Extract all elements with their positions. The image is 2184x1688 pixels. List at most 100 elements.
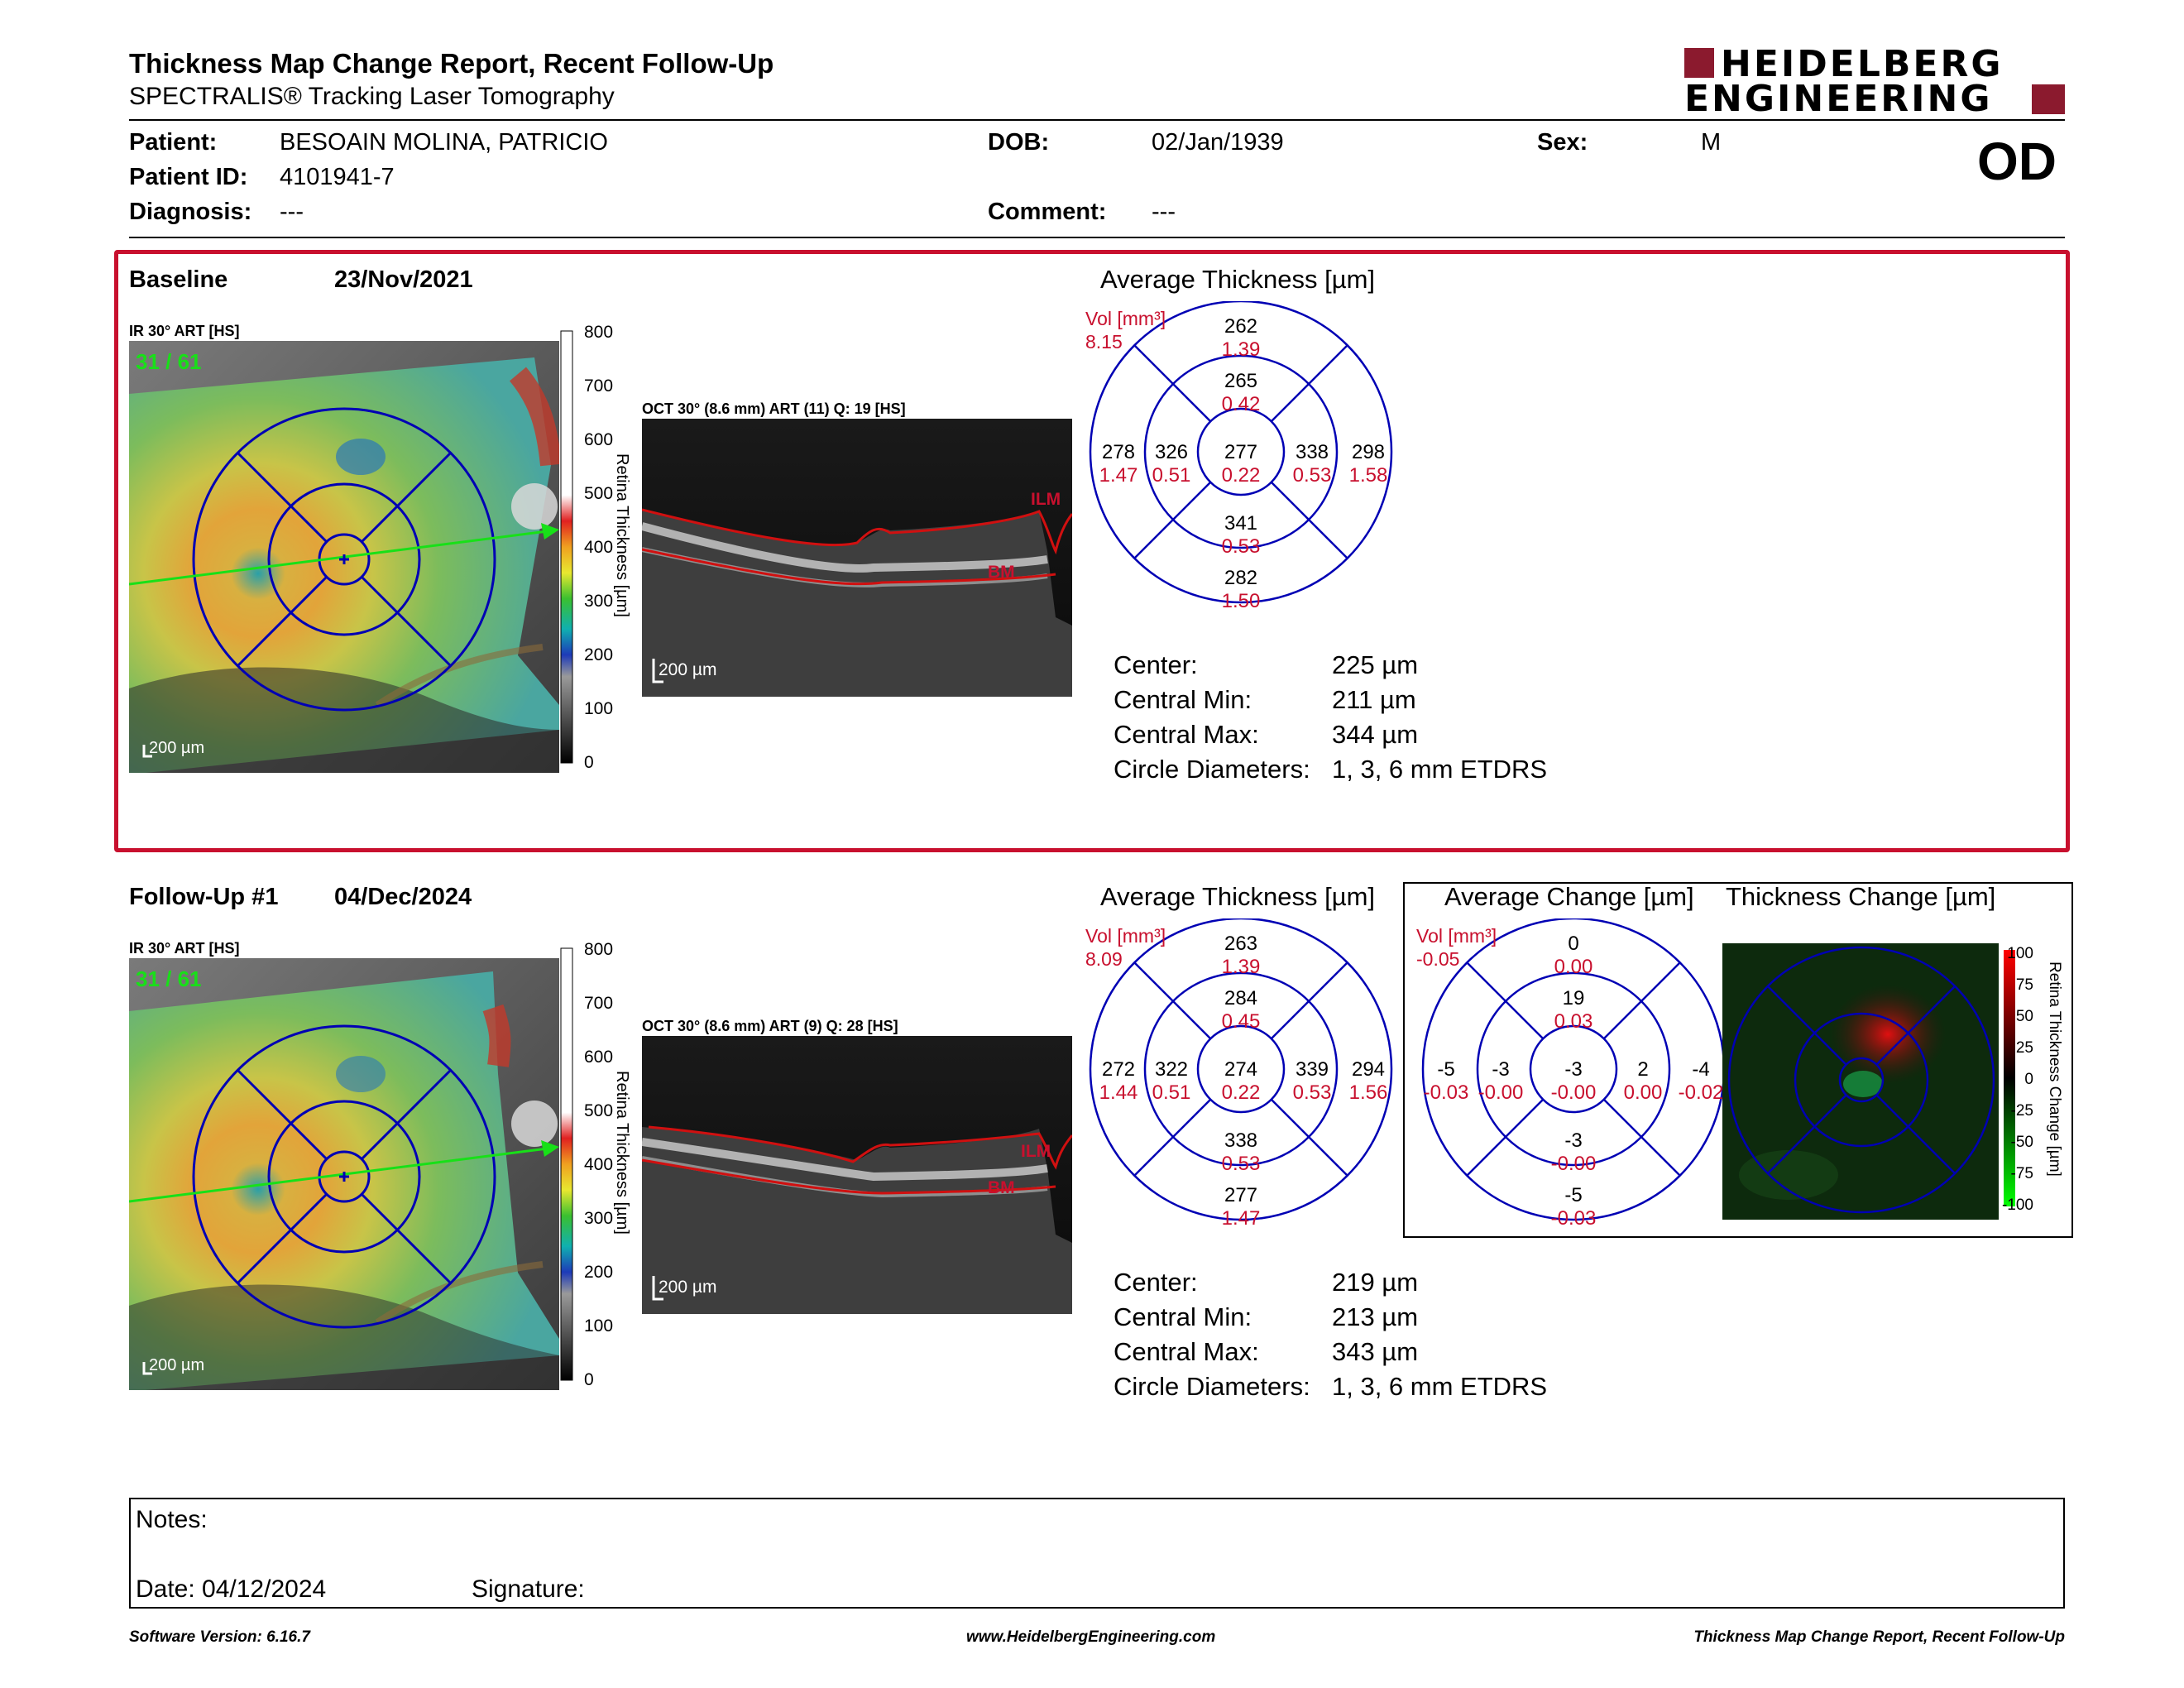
notes-label: Notes: (136, 1506, 208, 1533)
baseline-frame-counter: 31 / 61 (136, 349, 202, 374)
svg-text:600: 600 (584, 1048, 613, 1067)
svg-text:19: 19 (1563, 987, 1585, 1009)
followup-ilm-label: ILM (1021, 1142, 1051, 1161)
svg-text:339: 339 (1296, 1058, 1329, 1081)
svg-text:282: 282 (1224, 567, 1257, 589)
patient-name: BESOAIN MOLINA, PATRICIO (280, 129, 608, 156)
svg-text:262: 262 (1224, 315, 1257, 338)
followup-avg-thickness-title: Average Thickness [µm] (1100, 882, 1376, 911)
baseline-oct-label: OCT 30° (8.6 mm) ART (11) Q: 19 [HS] (642, 400, 906, 417)
svg-text:0.53: 0.53 (1222, 1153, 1261, 1175)
svg-text:-0.00: -0.00 (1478, 1081, 1524, 1104)
notes-box[interactable] (129, 1498, 2065, 1609)
followup-diam-label: Circle Diameters: (1114, 1372, 1310, 1401)
baseline-panel (114, 250, 2070, 852)
heidelberg-logo: HEIDELBERG ENGINEERING (1684, 46, 2065, 117)
svg-text:322: 322 (1155, 1058, 1188, 1081)
notes-date: Date: 04/12/2024 (136, 1575, 327, 1603)
svg-text:1.47: 1.47 (1099, 464, 1138, 487)
svg-text:-0.00: -0.00 (1551, 1153, 1597, 1175)
svg-text:0: 0 (2024, 1071, 2033, 1088)
svg-text:75: 75 (2016, 976, 2033, 994)
sex-value: M (1701, 129, 1722, 156)
svg-text:300: 300 (584, 1209, 613, 1228)
svg-text:700: 700 (584, 376, 613, 396)
svg-text:272: 272 (1102, 1058, 1135, 1081)
svg-text:-25: -25 (2011, 1102, 2033, 1120)
baseline-center-label: Center: (1114, 650, 1198, 679)
baseline-diam-value: 1, 3, 6 mm ETDRS (1332, 755, 1548, 784)
thickness-change-scale-title: Retina Thickness Change [µm] (2046, 961, 2063, 1177)
followup-min-value: 213 µm (1332, 1302, 1419, 1331)
baseline-fundus-image: 31 / 61 200 µm (129, 341, 559, 773)
svg-text:100: 100 (584, 699, 613, 718)
svg-text:0.22: 0.22 (1222, 1081, 1261, 1104)
svg-text:0.00: 0.00 (1554, 956, 1593, 978)
svg-text:0: 0 (584, 753, 594, 772)
svg-text:-0.03: -0.03 (1551, 1207, 1597, 1230)
dob-label: DOB: (988, 129, 1050, 156)
followup-vol-value: 8.09 (1085, 948, 1123, 970)
diagnosis-label: Diagnosis: (129, 199, 252, 225)
svg-text:0.00: 0.00 (1624, 1081, 1663, 1104)
change-vol-value: -0.05 (1416, 948, 1460, 970)
svg-text:400: 400 (584, 1155, 613, 1174)
svg-text:0.51: 0.51 (1152, 464, 1191, 487)
svg-text:-0.02: -0.02 (1679, 1081, 1724, 1104)
change-panel (1403, 882, 2073, 1238)
baseline-oct-scan: ILM BM 200 µm (642, 419, 1072, 697)
svg-text:800: 800 (584, 323, 613, 342)
followup-center-label: Center: (1114, 1268, 1198, 1297)
svg-text:-50: -50 (2011, 1134, 2033, 1151)
avg-change-title: Average Change [µm] (1444, 882, 1694, 911)
thickness-change-title: Thickness Change [µm] (1726, 882, 1996, 911)
followup-max-value: 343 µm (1332, 1337, 1419, 1366)
svg-text:1.39: 1.39 (1222, 956, 1261, 978)
svg-text:278: 278 (1102, 441, 1135, 463)
svg-text:1.58: 1.58 (1349, 464, 1388, 487)
report-subtitle: SPECTRALIS® Tracking Laser Tomography (129, 83, 615, 110)
change-etdrs-grid: 0 0.00 19 0.03 -5 -0.03 -3 -0.00 -3 -0.0… (1421, 918, 1726, 1230)
patient-id: 4101941-7 (280, 164, 395, 190)
svg-text:600: 600 (584, 430, 613, 449)
svg-text:-75: -75 (2011, 1165, 2033, 1182)
svg-text:284: 284 (1224, 987, 1257, 1009)
baseline-avg-thickness-title: Average Thickness [µm] (1100, 265, 1376, 294)
svg-text:0: 0 (584, 1370, 594, 1389)
svg-text:294: 294 (1352, 1058, 1385, 1081)
followup-thickness-scale: 800 700 600 500 400 300 200 100 0 Retina… (560, 940, 631, 1389)
svg-text:-3: -3 (1492, 1058, 1509, 1081)
baseline-vol-label: Vol [mm³] (1085, 308, 1166, 329)
dob-value: 02/Jan/1939 (1152, 129, 1284, 156)
svg-text:-4: -4 (1692, 1058, 1709, 1081)
followup-min-label: Central Min: (1114, 1302, 1252, 1331)
svg-text:700: 700 (584, 994, 613, 1013)
svg-text:338: 338 (1224, 1129, 1257, 1152)
followup-label: Follow-Up #1 (129, 884, 279, 910)
followup-fundus-scale: 200 µm (149, 1356, 204, 1374)
svg-text:1.44: 1.44 (1099, 1081, 1138, 1104)
svg-text:277: 277 (1224, 1184, 1257, 1206)
change-vol-label: Vol [mm³] (1416, 925, 1497, 947)
baseline-date: 23/Nov/2021 (334, 266, 473, 293)
footer-report-name: Thickness Map Change Report, Recent Foll… (1693, 1628, 2065, 1646)
baseline-thickness-scale: 800 700 600 500 400 300 200 100 0 Retina… (560, 323, 631, 772)
svg-text:0: 0 (1568, 933, 1578, 955)
svg-text:1.56: 1.56 (1349, 1081, 1388, 1104)
baseline-center-value: 225 µm (1332, 650, 1419, 679)
comment-label: Comment: (988, 199, 1107, 225)
baseline-min-label: Central Min: (1114, 685, 1252, 714)
svg-text:0.53: 0.53 (1293, 1081, 1332, 1104)
svg-text:298: 298 (1352, 441, 1385, 463)
footer-url[interactable]: www.HeidelbergEngineering.com (966, 1628, 1216, 1646)
svg-text:1.39: 1.39 (1222, 338, 1261, 361)
svg-text:0.51: 0.51 (1152, 1081, 1191, 1104)
svg-text:0.03: 0.03 (1554, 1010, 1593, 1033)
svg-text:0.42: 0.42 (1222, 393, 1261, 415)
svg-text:-3: -3 (1564, 1058, 1582, 1081)
sex-label: Sex: (1537, 129, 1588, 156)
followup-max-label: Central Max: (1114, 1337, 1259, 1366)
svg-text:100: 100 (2007, 945, 2033, 962)
followup-scale-title: Retina Thickness [µm] (613, 1071, 631, 1235)
svg-text:326: 326 (1155, 441, 1188, 463)
